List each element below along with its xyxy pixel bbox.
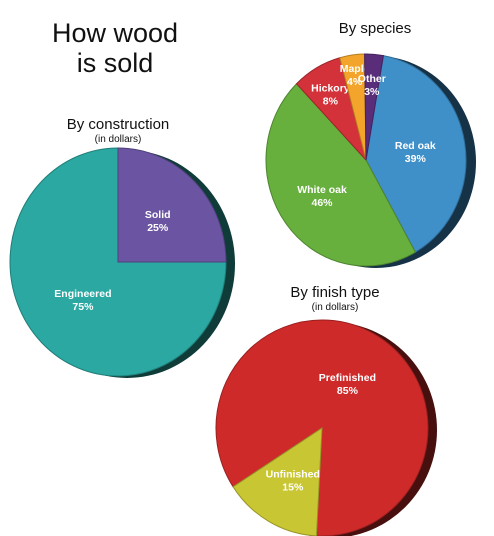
species-slice-red-oak-value: 39%: [405, 153, 427, 165]
construction-slice-engineered-label: Engineered: [54, 288, 111, 300]
species-slice-other: [364, 53, 384, 161]
finish-slice-unfinished-value: 15%: [282, 481, 304, 493]
species-slice-other-label: Other: [358, 73, 386, 85]
finish-chart-title: By finish type: [290, 284, 380, 301]
headline-line-2: is sold: [76, 48, 154, 78]
construction-slice-solid-value: 25%: [147, 222, 169, 234]
page-headline: How wood is sold: [40, 18, 190, 78]
construction-slice-engineered: [9, 147, 227, 377]
headline-line-1: How wood: [51, 18, 179, 48]
species-slice-white-oak: [265, 83, 417, 267]
species-slice-other-value: 3%: [364, 86, 380, 98]
species-slice-maple-value: 4%: [347, 76, 363, 88]
species-slice-hickory-label: Hickory: [311, 83, 350, 95]
finish-slice-unfinished: [232, 427, 323, 536]
finish-slice-prefinished-value: 85%: [337, 385, 359, 397]
species-slice-white-oak-label: White oak: [297, 184, 347, 196]
finish-chart-subtitle: (in dollars): [311, 302, 359, 313]
construction-slice-engineered-value: 75%: [72, 301, 94, 313]
finish-slice-unfinished-label: Unfinished: [266, 468, 320, 480]
species-slice-maple-label: Maple: [340, 63, 370, 75]
species-slice-red-oak-label: Red oak: [395, 140, 436, 152]
species-slice-white-oak-value: 46%: [311, 197, 333, 209]
species-slice-red-oak: [365, 55, 467, 253]
construction-slice-solid-label: Solid: [145, 209, 171, 221]
construction-chart-subtitle: (in dollars): [94, 134, 142, 145]
species-slice-hickory-value: 8%: [323, 96, 339, 108]
construction-slice-solid: [117, 147, 227, 263]
construction-chart-title: By construction: [66, 116, 170, 133]
species-chart-title: By species: [338, 20, 412, 37]
finish-slice-prefinished-label: Prefinished: [319, 372, 376, 384]
